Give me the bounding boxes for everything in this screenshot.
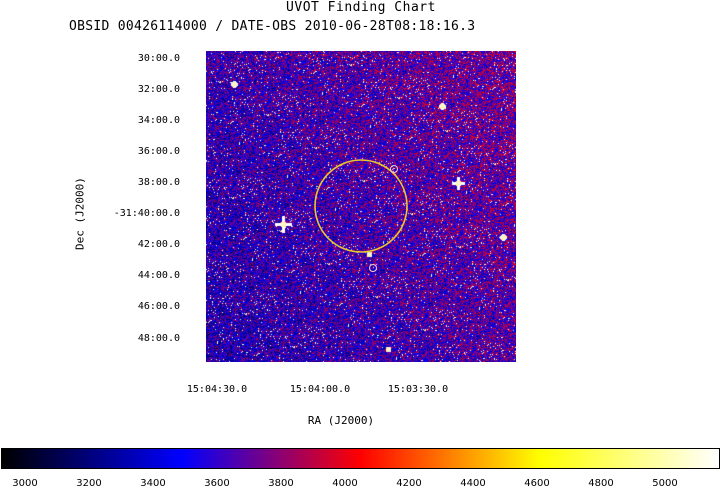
colorbar-tick-label: 4200 [396, 478, 422, 489]
dec-axis-label: Dec (J2000) [73, 177, 87, 250]
chart-title: UVOT Finding Chart [286, 0, 436, 15]
source-error-circle [314, 159, 408, 253]
colorbar-tick-label: 3000 [12, 478, 38, 489]
dec-tick-label: 42:00.0 [137, 239, 180, 250]
observation-subtitle: OBSID 00426114000 / DATE-OBS 2010-06-28T… [69, 19, 476, 34]
colorbar-tick-label: 5000 [652, 478, 678, 489]
dec-tick-label: 44:00.0 [137, 270, 180, 281]
colorbar-tick-label: 4400 [460, 478, 486, 489]
colorbar-tick-label: 4000 [332, 478, 358, 489]
ra-tick-label: 15:03:30.0 [387, 384, 449, 395]
ra-axis-label: RA (J2000) [307, 414, 375, 427]
colorbar-tick-label: 3800 [268, 478, 294, 489]
colorbar-tick-label: 3600 [204, 478, 230, 489]
colorbar-tick-label: 3200 [76, 478, 102, 489]
colorbar-tick-label: 4600 [524, 478, 550, 489]
dec-tick-label: 32:00.0 [137, 84, 180, 95]
sky-image-canvas [206, 51, 516, 362]
candidate-source-circle [369, 264, 377, 272]
candidate-source-circle [390, 165, 398, 173]
dec-tick-label: -31:40:00.0 [113, 208, 180, 219]
dec-tick-label: 46:00.0 [137, 301, 180, 312]
colorbar [1, 448, 720, 469]
dec-tick-label: 38:00.0 [137, 177, 180, 188]
ra-tick-label: 15:04:30.0 [186, 384, 248, 395]
ra-tick-label: 15:04:00.0 [289, 384, 351, 395]
dec-tick-label: 30:00.0 [137, 53, 180, 64]
dec-tick-label: 34:00.0 [137, 115, 180, 126]
dec-tick-label: 48:00.0 [137, 333, 180, 344]
colorbar-tick-label: 4800 [588, 478, 614, 489]
dec-tick-label: 36:00.0 [137, 146, 180, 157]
colorbar-tick-label: 3400 [140, 478, 166, 489]
sky-image[interactable] [206, 51, 516, 362]
region-overlay [314, 159, 408, 272]
